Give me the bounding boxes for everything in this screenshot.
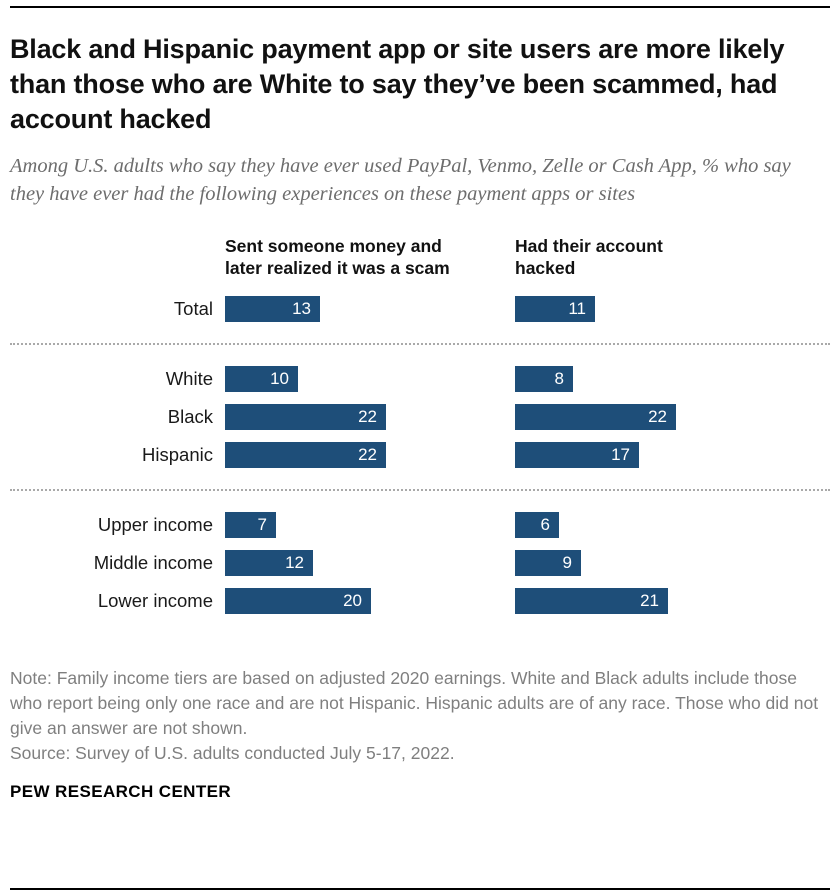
page-title: Black and Hispanic payment app or site u…	[10, 34, 785, 135]
chart-note: Note: Family income tiers are based on a…	[10, 668, 819, 738]
row-label: Lower income	[97, 590, 213, 612]
chart-row: Lower income 20 21	[10, 582, 830, 620]
bar-value-label: 11	[568, 299, 586, 319]
bar-chart: Sent someone money and later realized it…	[10, 235, 830, 621]
bar-value-label: 22	[648, 407, 667, 427]
bar: 17	[515, 442, 639, 469]
bar-cell-hacked: 8	[515, 366, 830, 393]
bar: 8	[515, 366, 573, 393]
bar-cell-scam: 22	[225, 442, 515, 469]
bar-value-label: 8	[554, 369, 564, 389]
row-label: White	[165, 368, 213, 390]
chart-source: Source: Survey of U.S. adults conducted …	[10, 742, 455, 763]
row-label: Middle income	[93, 552, 213, 574]
bar-cell-scam: 20	[225, 588, 515, 615]
group-divider	[10, 343, 830, 346]
bottom-rule	[10, 888, 830, 890]
bar-value-label: 22	[358, 445, 377, 465]
chart-row: Total 13 11	[10, 290, 830, 328]
bar-cell-scam: 22	[225, 404, 515, 431]
column-headers: Sent someone money and later realized it…	[10, 235, 830, 281]
bar-value-label: 22	[358, 407, 377, 427]
bar: 22	[225, 404, 386, 431]
bar: 7	[225, 512, 276, 539]
bar-cell-scam: 10	[225, 366, 515, 393]
bar: 22	[515, 404, 676, 431]
bar: 22	[225, 442, 386, 469]
column-header-hacked: Had their account hacked	[515, 235, 663, 279]
bar-cell-scam: 7	[225, 512, 515, 539]
bar-cell-hacked: 11	[515, 296, 830, 323]
bar: 13	[225, 296, 320, 323]
bar-value-label: 13	[292, 299, 311, 319]
chart-row: White 10 8	[10, 360, 830, 398]
top-rule	[10, 6, 830, 8]
bar-value-label: 12	[285, 553, 304, 573]
bar: 11	[515, 296, 595, 323]
bar-value-label: 20	[343, 591, 362, 611]
column-header-scam: Sent someone money and later realized it…	[225, 235, 450, 279]
chart-row: Hispanic 22 17	[10, 436, 830, 474]
bar: 6	[515, 512, 559, 539]
bar-cell-hacked: 21	[515, 588, 830, 615]
bar-cell-scam: 13	[225, 296, 515, 323]
chart-row: Upper income 7 6	[10, 506, 830, 544]
group-divider	[10, 489, 830, 492]
row-label: Black	[167, 406, 213, 428]
bar-cell-scam: 12	[225, 550, 515, 577]
bar: 9	[515, 550, 581, 577]
row-label: Hispanic	[142, 444, 213, 466]
bar: 21	[515, 588, 668, 615]
brand-label: PEW RESEARCH CENTER	[10, 781, 232, 801]
bar-cell-hacked: 22	[515, 404, 830, 431]
chart-body: Total 13 11 White 10 8 Black 22 22 Hispanic 22 17 Up…	[10, 290, 830, 620]
bar: 10	[225, 366, 298, 393]
bar-value-label: 21	[640, 591, 659, 611]
bar-value-label: 9	[562, 553, 572, 573]
row-label: Upper income	[97, 514, 213, 536]
bar: 12	[225, 550, 313, 577]
bar-value-label: 6	[540, 515, 550, 535]
bar-value-label: 7	[257, 515, 267, 535]
chart-row: Middle income 12 9	[10, 544, 830, 582]
bar-cell-hacked: 17	[515, 442, 830, 469]
chart-row: Black 22 22	[10, 398, 830, 436]
bar: 20	[225, 588, 371, 615]
row-label: Total	[173, 298, 213, 320]
bar-cell-hacked: 6	[515, 512, 830, 539]
chart-subtitle: Among U.S. adults who say they have ever…	[10, 155, 791, 205]
bar-cell-hacked: 9	[515, 550, 830, 577]
bar-value-label: 17	[611, 445, 630, 465]
bar-value-label: 10	[270, 369, 289, 389]
